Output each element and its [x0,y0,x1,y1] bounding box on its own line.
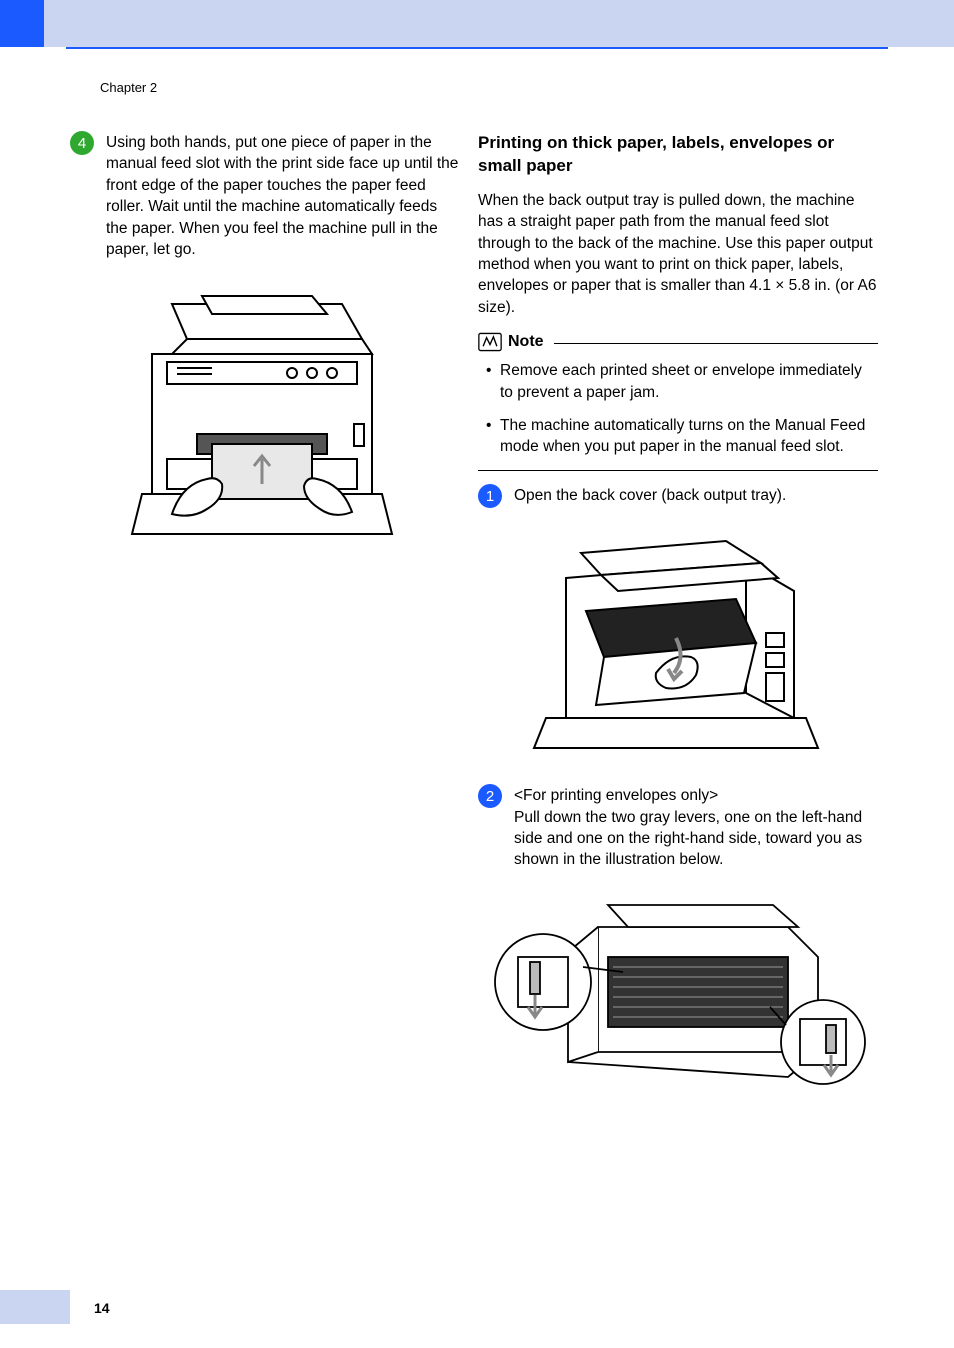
intro-paragraph: When the back output tray is pulled down… [478,190,878,318]
note-rule-top [554,343,878,345]
step-number-badge: 1 [478,484,502,508]
note-label: Note [508,333,544,351]
page-number: 14 [94,1300,110,1316]
chapter-label: Chapter 2 [100,80,157,95]
illustration-manual-feed [112,284,412,564]
content-area: 4 Using both hands, put one piece of pap… [70,132,884,1278]
step-4: 4 Using both hands, put one piece of pap… [70,132,460,260]
step-1: 1 Open the back cover (back output tray)… [478,485,878,509]
right-column: Printing on thick paper, labels, envelop… [478,132,878,1097]
step-2-text: <For printing envelopes only> Pull down … [514,785,878,871]
illustration-back-cover [526,523,826,763]
note-item: The machine automatically turns on the M… [486,415,878,458]
illustration-gray-levers [488,887,868,1097]
note-icon [478,332,502,352]
header-band [0,0,954,47]
step-number-badge: 4 [70,131,94,155]
note-list: Remove each printed sheet or envelope im… [478,360,878,458]
step-2: 2 <For printing envelopes only> Pull dow… [478,785,878,871]
note-rule-bottom [478,470,878,472]
step-number-badge: 2 [478,784,502,808]
step-4-text: Using both hands, put one piece of paper… [106,132,460,260]
footer-tab [0,1290,70,1324]
header-rule [66,47,888,49]
left-column: 4 Using both hands, put one piece of pap… [70,132,460,584]
note-item: Remove each printed sheet or envelope im… [486,360,878,403]
step-1-text: Open the back cover (back output tray). [514,485,786,506]
section-heading: Printing on thick paper, labels, envelop… [478,132,878,178]
note-header: Note [478,332,878,352]
header-side-tab [0,0,44,47]
